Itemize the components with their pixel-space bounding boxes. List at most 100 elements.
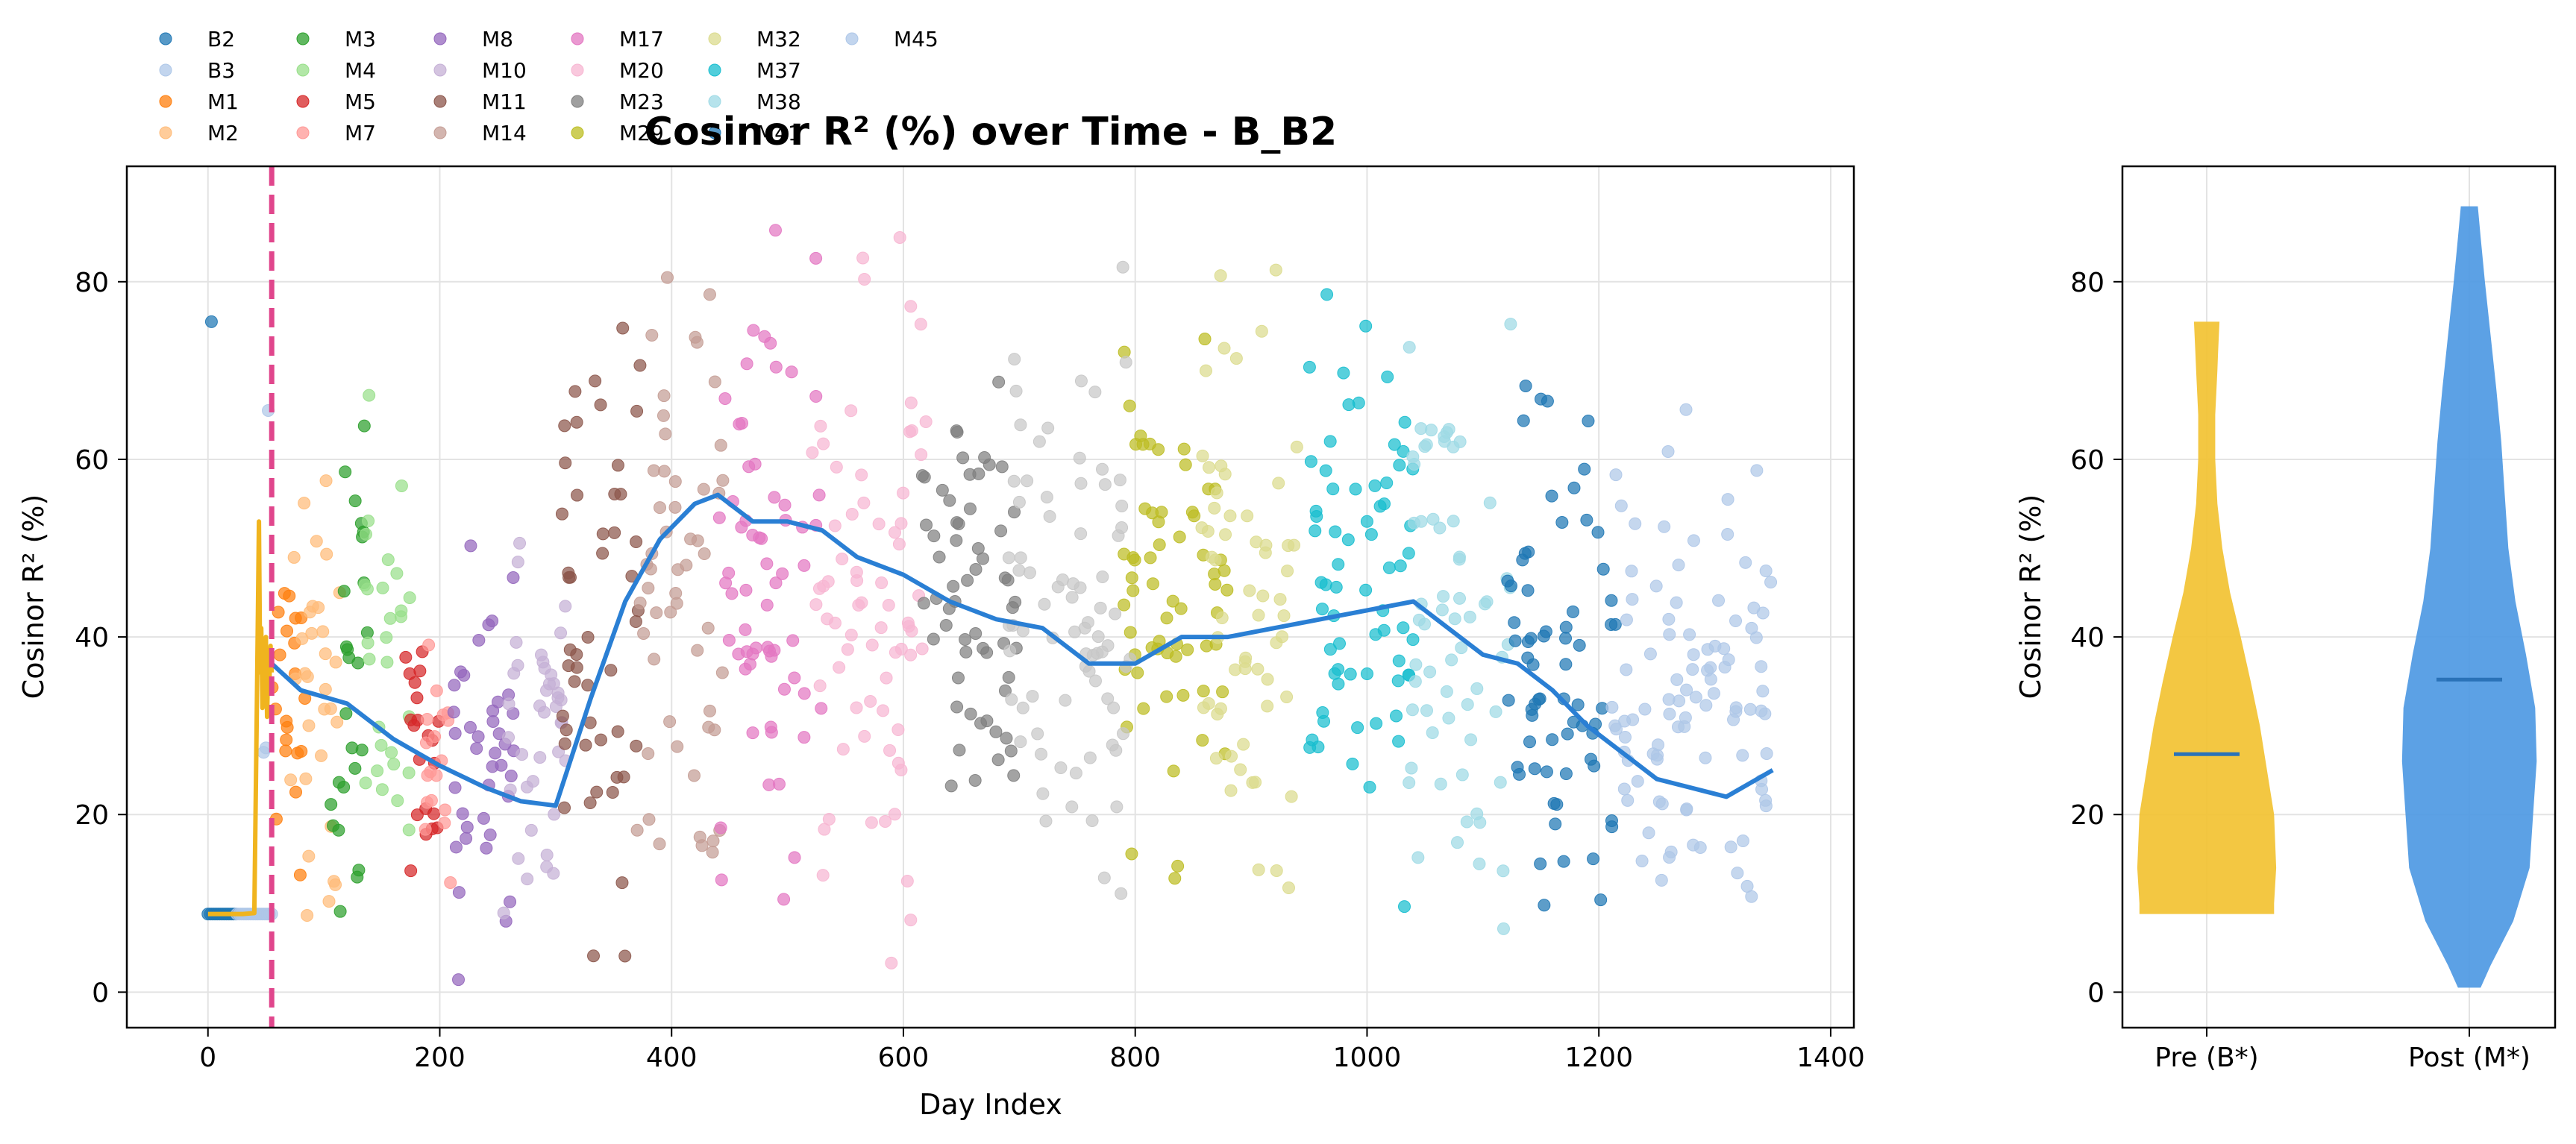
scatter-point — [1408, 458, 1421, 471]
scatter-point — [1002, 670, 1015, 684]
scatter-point — [1381, 370, 1394, 383]
scatter-point — [748, 457, 762, 471]
scatter-point — [1380, 476, 1394, 489]
scatter-point — [828, 519, 842, 532]
scatter-point — [1440, 685, 1453, 698]
scatter-point — [768, 491, 781, 504]
y-tick-label: 60 — [75, 445, 109, 476]
scatter-point — [844, 404, 858, 418]
scatter-point — [1736, 749, 1749, 762]
scatter-point — [1035, 747, 1048, 761]
scatter-point — [1480, 595, 1494, 609]
scatter-point — [319, 474, 333, 488]
scatter-point — [1116, 260, 1129, 274]
scatter-point — [615, 876, 629, 890]
scatter-point — [1359, 583, 1373, 597]
legend-marker — [708, 95, 721, 108]
scatter-point — [769, 360, 783, 374]
scatter-point — [1256, 589, 1270, 603]
legend-label: M10 — [482, 58, 527, 83]
scatter-point — [814, 419, 827, 433]
scatter-point — [1040, 491, 1053, 504]
scatter-point — [961, 573, 974, 587]
scatter-point — [732, 647, 745, 661]
scatter-point — [1117, 727, 1130, 741]
scatter-point — [590, 785, 604, 799]
scatter-point — [976, 552, 989, 565]
scatter-point — [852, 598, 865, 612]
x-axis-ticks: 0 200 400 600 800 1000 1200 1400 — [199, 1028, 1865, 1073]
scatter-point — [969, 627, 983, 641]
scatter-point — [1370, 717, 1383, 730]
scatter-point — [1445, 653, 1458, 667]
scatter-point — [1281, 565, 1294, 578]
scatter-point — [893, 231, 906, 245]
scatter-point — [1609, 468, 1623, 482]
scatter-point — [1176, 688, 1190, 702]
scatter-point — [351, 870, 364, 884]
scatter-point — [559, 456, 572, 470]
legend-marker — [433, 32, 447, 45]
violin-y-tick-label: 60 — [2070, 445, 2105, 476]
scatter-point — [1326, 483, 1340, 496]
scatter-point — [722, 633, 736, 647]
scatter-point — [1447, 440, 1460, 453]
scatter-point — [1618, 730, 1632, 744]
scatter-point — [706, 835, 720, 848]
scatter-point — [660, 271, 674, 284]
legend-marker — [433, 95, 447, 108]
scatter-point — [319, 682, 332, 696]
scatter-point — [273, 648, 286, 661]
scatter-point — [1085, 814, 1099, 828]
scatter-point — [915, 448, 928, 462]
scatter-point — [583, 796, 597, 809]
scatter-point — [289, 612, 302, 625]
scatter-point — [1655, 873, 1668, 887]
scatter-point — [1280, 691, 1294, 704]
scatter-point — [830, 460, 843, 474]
scatter-point — [571, 488, 584, 502]
scatter-point — [281, 720, 294, 734]
scatter-point — [648, 653, 661, 666]
x-tick-label: 1200 — [1564, 1043, 1633, 1073]
scatter-point — [1115, 521, 1129, 534]
scatter-point — [933, 550, 946, 564]
x-tick-label: 1000 — [1333, 1043, 1402, 1073]
legend-marker — [708, 32, 721, 45]
scatter-point — [560, 723, 573, 737]
scatter-point — [1591, 526, 1605, 539]
violin-x-ticks: Pre (B*) Post (M*) — [2154, 1028, 2530, 1073]
scatter-point — [421, 769, 434, 782]
legend-marker — [433, 126, 447, 139]
scatter-point — [419, 823, 432, 836]
scatter-point — [257, 746, 270, 759]
scatter-point — [1315, 603, 1329, 616]
scatter-point — [348, 494, 362, 508]
legend-label: M32 — [756, 27, 801, 51]
scatter-point — [656, 409, 670, 422]
scatter-point — [537, 705, 551, 719]
scatter-point — [421, 713, 434, 726]
scatter-point — [716, 474, 730, 487]
scatter-point — [891, 723, 905, 737]
scatter-point — [760, 598, 774, 612]
scatter-point — [1455, 768, 1469, 782]
scatter-point — [1109, 744, 1123, 757]
scatter-point — [1390, 709, 1403, 723]
scatter-point — [1224, 784, 1238, 797]
scatter-point — [1124, 626, 1137, 639]
scatter-point — [477, 811, 490, 825]
scatter-point — [1229, 352, 1243, 365]
scatter-point — [1721, 493, 1734, 506]
scatter-point — [1225, 749, 1238, 763]
scatter-point — [856, 251, 870, 265]
scatter-point — [1282, 881, 1295, 895]
scatter-point — [1680, 683, 1693, 697]
scatter-point — [872, 518, 886, 531]
scatter-point — [1567, 481, 1581, 494]
scatter-point — [1651, 738, 1664, 752]
scatter-point — [1153, 538, 1166, 551]
scatter-point — [332, 776, 345, 789]
scatter-point — [785, 365, 798, 379]
scatter-point — [371, 764, 384, 778]
